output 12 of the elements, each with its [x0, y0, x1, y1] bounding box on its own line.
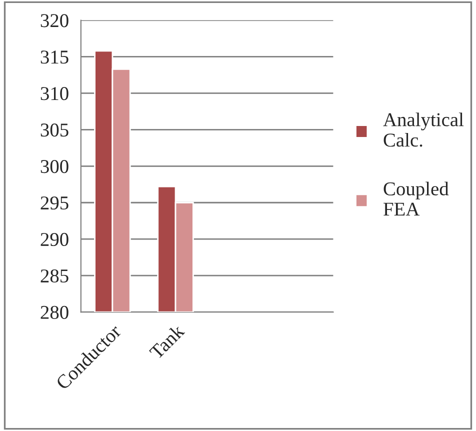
legend-label: Analytical Calc. — [383, 112, 464, 147]
y-tick-label: 285 — [40, 269, 68, 283]
x-tick-label: Tank — [148, 323, 186, 360]
y-tick-label: 300 — [40, 160, 68, 174]
legend-label: Coupled FEA — [384, 182, 449, 216]
y-tick-label: 295 — [40, 196, 68, 210]
y-tick-label: 280 — [40, 306, 68, 319]
y-tick-label: 320 — [40, 14, 68, 28]
y-tick-label: 310 — [40, 87, 68, 100]
y-tick-label: 305 — [40, 123, 68, 137]
y-tick-label: 315 — [40, 50, 68, 64]
y-tick-label: 290 — [40, 232, 68, 246]
